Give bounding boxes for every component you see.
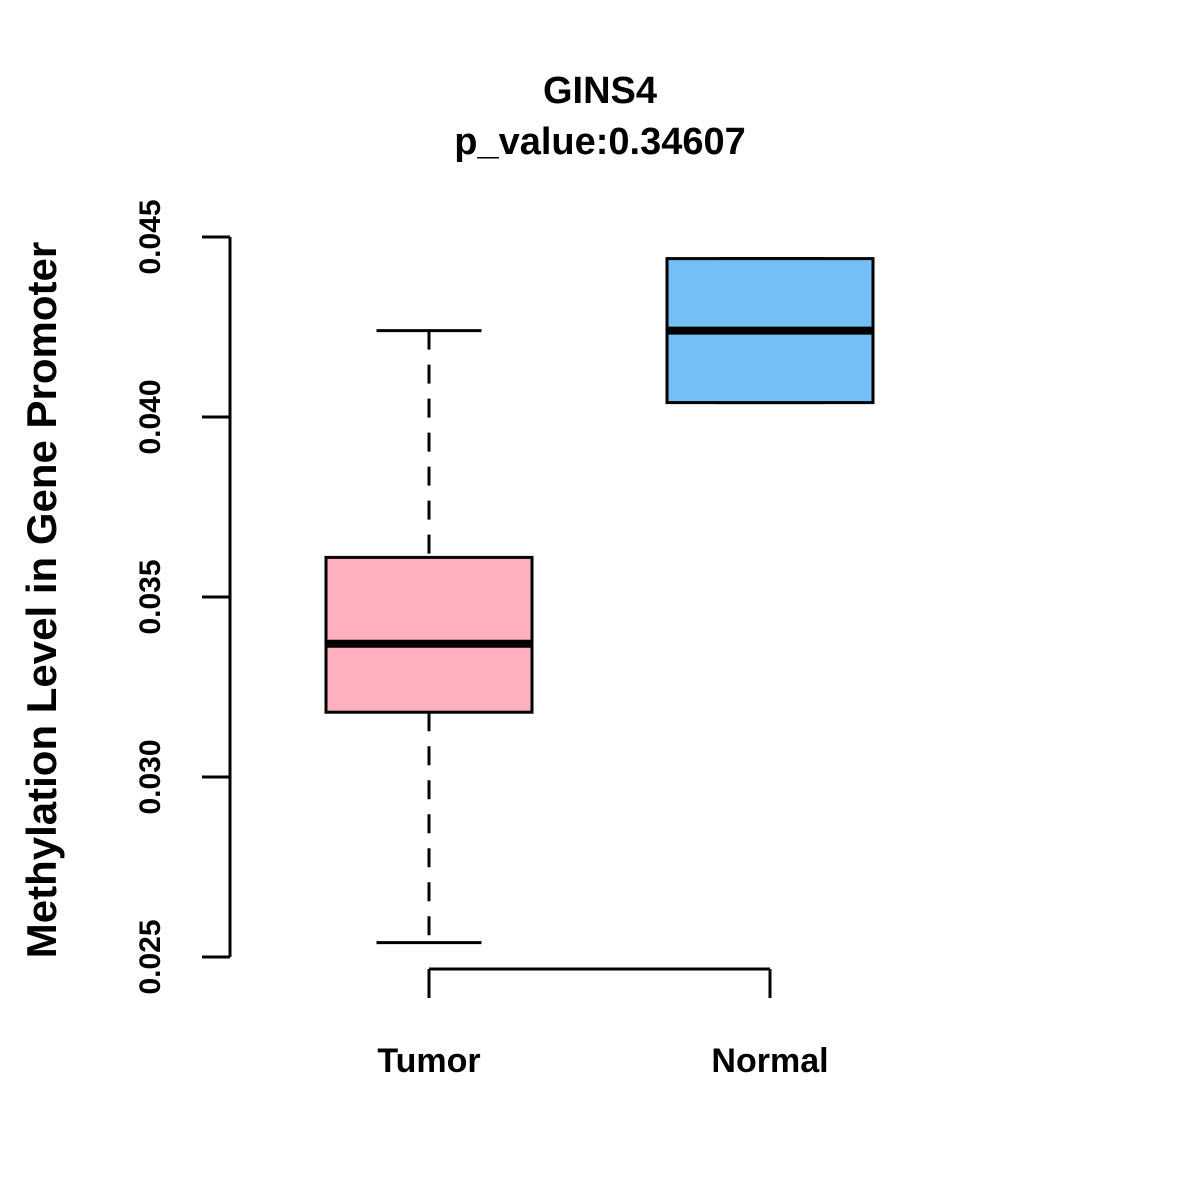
x-axis-category-label: Normal	[711, 1042, 828, 1080]
y-axis-tick-label: 0.035	[134, 559, 167, 634]
box-tumor	[324, 555, 534, 714]
x-axis-category-label: Tumor	[377, 1042, 480, 1080]
chart-layer: 0.025 0.030 0.035 0.040 0.045 Tumor Normal	[134, 199, 875, 1080]
y-axis-tick-label: 0.045	[134, 199, 167, 274]
y-axis-tick-label: 0.030	[134, 739, 167, 814]
y-axis-tick-label: 0.040	[134, 379, 167, 454]
chart-title: GINS4	[543, 70, 657, 112]
chart-subtitle: p_value:0.34607	[454, 121, 746, 163]
y-axis-title: Methylation Level in Gene Promoter	[18, 242, 65, 958]
y-axis-tick-label: 0.025	[134, 919, 167, 994]
